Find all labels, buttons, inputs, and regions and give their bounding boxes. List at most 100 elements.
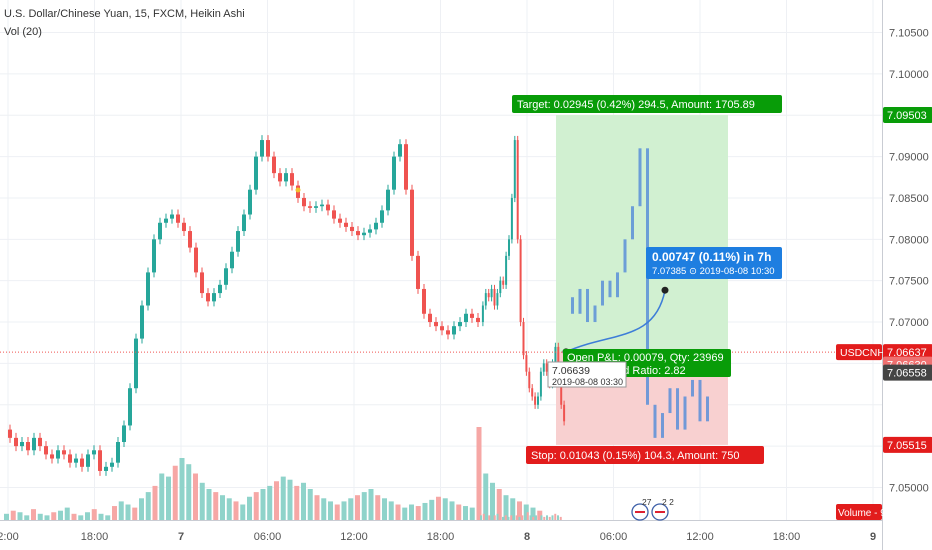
projection-point bbox=[661, 286, 669, 294]
candle bbox=[80, 458, 84, 467]
volume-bar bbox=[226, 498, 232, 520]
volume-bar bbox=[491, 516, 493, 520]
candle bbox=[158, 222, 162, 240]
candle bbox=[422, 288, 426, 314]
candle bbox=[434, 322, 438, 327]
volume-bar bbox=[267, 485, 273, 520]
projected-bar bbox=[571, 297, 574, 314]
volume-bar bbox=[551, 515, 554, 520]
volume-bar bbox=[307, 489, 313, 520]
candles bbox=[8, 135, 566, 476]
volume-bar bbox=[532, 516, 535, 520]
projected-bar bbox=[653, 404, 657, 438]
volume-value-text: Volume - 986 bbox=[838, 508, 897, 519]
candle bbox=[104, 466, 108, 471]
price-tick: 7.07000 bbox=[889, 317, 929, 329]
chart-title: U.S. Dollar/Chinese Yuan, 15, FXCM, Heik… bbox=[4, 8, 245, 20]
volume-bar bbox=[483, 473, 489, 520]
candle bbox=[404, 144, 408, 190]
candle bbox=[502, 280, 505, 285]
volume-bar bbox=[294, 485, 300, 520]
volume-bar bbox=[456, 504, 462, 520]
candle bbox=[116, 442, 120, 463]
candle bbox=[368, 229, 372, 233]
candle bbox=[410, 189, 414, 256]
price-tick: 7.09000 bbox=[889, 152, 929, 164]
candle bbox=[554, 346, 557, 364]
candle bbox=[188, 231, 192, 248]
candle bbox=[440, 326, 444, 331]
candle bbox=[470, 313, 474, 318]
candle bbox=[56, 450, 60, 459]
volume-bar bbox=[546, 515, 548, 520]
volume-bar bbox=[510, 498, 516, 520]
projected-bar bbox=[683, 396, 687, 430]
projected-bar bbox=[586, 288, 589, 323]
candle bbox=[428, 313, 432, 323]
projected-bar bbox=[698, 379, 702, 422]
volume-bar bbox=[10, 510, 16, 520]
candle bbox=[481, 305, 484, 323]
candle bbox=[260, 140, 264, 157]
candle bbox=[519, 239, 522, 323]
volume-bar bbox=[64, 507, 70, 520]
volume-bar bbox=[518, 516, 521, 520]
volume-bar bbox=[409, 504, 414, 520]
entry-tooltip-price: 7.06639 bbox=[552, 365, 590, 377]
candle bbox=[452, 326, 456, 335]
volume-bar bbox=[557, 515, 559, 520]
projected-bar bbox=[608, 280, 612, 298]
projected-bar bbox=[668, 388, 672, 414]
volume-bar bbox=[429, 499, 435, 520]
volume-bar bbox=[145, 492, 151, 520]
volume-bar bbox=[375, 495, 381, 520]
volume-bar bbox=[179, 458, 185, 520]
candle bbox=[416, 255, 420, 289]
candle bbox=[464, 313, 468, 323]
volume-bar bbox=[490, 482, 495, 520]
candle bbox=[496, 293, 499, 306]
volume-value-label bbox=[836, 504, 882, 520]
candle bbox=[531, 388, 534, 397]
volume-bar bbox=[493, 515, 496, 520]
projected-bar bbox=[691, 379, 694, 397]
event-flag-count: 2 2 bbox=[662, 497, 674, 507]
candle bbox=[230, 251, 234, 269]
candle bbox=[290, 173, 294, 186]
candle bbox=[510, 197, 513, 240]
stop-price-label-text: 7.05515 bbox=[887, 440, 927, 452]
candle bbox=[302, 197, 306, 207]
volume-bar bbox=[559, 516, 562, 520]
volume-bar bbox=[502, 516, 504, 520]
price-tick: 7.05000 bbox=[889, 483, 929, 495]
candle bbox=[446, 330, 450, 335]
volume-bar bbox=[515, 515, 518, 520]
volume-indicator-label: Vol (20) bbox=[4, 26, 42, 38]
volume-bar bbox=[422, 502, 428, 520]
price-tick: 7.08000 bbox=[889, 234, 929, 246]
volume-bar bbox=[17, 512, 23, 520]
candle bbox=[332, 210, 336, 219]
volume-bar bbox=[524, 513, 526, 520]
candle bbox=[176, 214, 180, 223]
target-price-label bbox=[883, 106, 932, 123]
price-axis: 7.10500 7.10000 7.09000 7.08500 7.08000 7.075… bbox=[889, 28, 929, 495]
volume-bar bbox=[51, 512, 57, 520]
last-price-label-text: 7.06637 bbox=[887, 347, 927, 359]
symbol-label-text: USDCNH bbox=[840, 347, 885, 359]
volume-bar bbox=[240, 504, 246, 520]
candle bbox=[32, 437, 36, 451]
candle bbox=[44, 446, 48, 455]
candle bbox=[537, 396, 539, 405]
candle bbox=[278, 173, 282, 182]
candle bbox=[224, 268, 228, 285]
volume-bar bbox=[37, 513, 43, 520]
candle bbox=[254, 156, 258, 190]
volume-bar bbox=[328, 501, 333, 520]
candle bbox=[484, 293, 487, 306]
volume-bar bbox=[517, 501, 522, 520]
target-price-label-text: 7.09503 bbox=[887, 110, 927, 122]
volume-bar bbox=[112, 506, 117, 520]
candle bbox=[516, 140, 519, 240]
